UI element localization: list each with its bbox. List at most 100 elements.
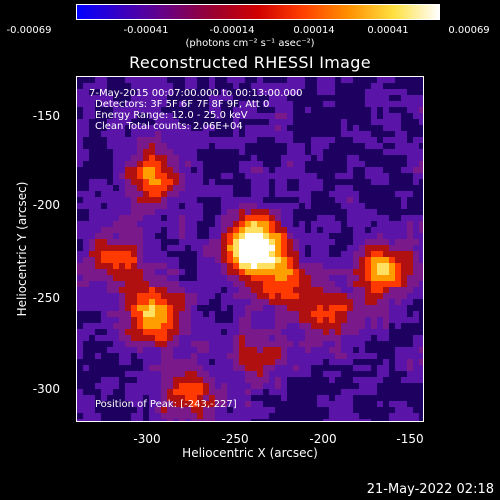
heatmap-cell: [377, 185, 384, 192]
heatmap-cell: [383, 83, 390, 90]
heatmap-cell: [125, 77, 132, 84]
heatmap-cell: [161, 293, 168, 300]
heatmap-cell: [323, 83, 330, 90]
heatmap-cell: [131, 137, 138, 144]
heatmap-cell: [371, 239, 378, 246]
heatmap-cell: [131, 239, 138, 246]
heatmap-cell: [413, 371, 420, 378]
heatmap-cell: [353, 149, 360, 156]
heatmap-cell: [305, 311, 312, 318]
heatmap-cell: [305, 233, 312, 240]
heatmap-cell: [401, 317, 408, 324]
heatmap-cell: [371, 269, 378, 276]
heatmap-cell: [239, 191, 246, 198]
heatmap-cell: [113, 389, 120, 396]
heatmap-cell: [83, 323, 90, 330]
heatmap-cell: [197, 245, 204, 252]
heatmap-cell: [233, 149, 240, 156]
heatmap-cell: [281, 197, 288, 204]
heatmap-cell: [311, 101, 318, 108]
heatmap-cell: [101, 197, 108, 204]
heatmap-cell: [365, 311, 372, 318]
heatmap-cell: [209, 275, 216, 282]
heatmap-cell: [359, 353, 366, 360]
heatmap-cell: [305, 167, 312, 174]
heatmap-cell: [329, 251, 336, 258]
x-tick: -200: [309, 432, 337, 446]
heatmap-cell: [119, 347, 126, 354]
heatmap-cell: [221, 299, 228, 306]
heatmap-cell: [101, 221, 108, 228]
heatmap-cell: [401, 221, 408, 228]
heatmap-cell: [419, 89, 423, 96]
heatmap-cell: [257, 275, 264, 282]
heatmap-cell: [335, 335, 342, 342]
heatmap-cell: [113, 311, 120, 318]
heatmap-cell: [77, 227, 84, 234]
heatmap-cell: [305, 347, 312, 354]
heatmap-cell: [413, 269, 420, 276]
heatmap-cell: [89, 107, 96, 114]
heatmap-cell: [419, 359, 423, 366]
heatmap-cell: [95, 221, 102, 228]
heatmap-cell: [83, 269, 90, 276]
heatmap-cell: [299, 101, 306, 108]
heatmap-cell: [137, 131, 144, 138]
heatmap-cell: [203, 341, 210, 348]
heatmap-cell: [359, 191, 366, 198]
heatmap-cell: [251, 341, 258, 348]
heatmap-cell: [275, 101, 282, 108]
heatmap-cell: [191, 383, 198, 390]
heatmap-cell: [239, 203, 246, 210]
heatmap-cell: [299, 179, 306, 186]
heatmap-cell: [227, 371, 234, 378]
heatmap-cell: [131, 371, 138, 378]
heatmap-cell: [125, 329, 132, 336]
heatmap-cell: [335, 413, 342, 420]
heatmap-cell: [203, 197, 210, 204]
heatmap-cell: [95, 311, 102, 318]
heatmap-cell: [353, 395, 360, 402]
heatmap-cell: [389, 251, 396, 258]
heatmap-cell: [107, 263, 114, 270]
heatmap-cell: [113, 203, 120, 210]
heatmap-cell: [317, 143, 324, 150]
heatmap-cell: [77, 185, 84, 192]
heatmap-cell: [353, 227, 360, 234]
heatmap-cell: [287, 119, 294, 126]
heatmap-cell: [137, 77, 144, 84]
heatmap-cell: [179, 179, 186, 186]
heatmap-cell: [167, 143, 174, 150]
heatmap-cell: [377, 131, 384, 138]
heatmap-cell: [167, 365, 174, 372]
heatmap-cell: [95, 131, 102, 138]
heatmap-cell: [323, 365, 330, 372]
heatmap-cell: [281, 149, 288, 156]
heatmap-cell: [161, 185, 168, 192]
heatmap-cell: [395, 395, 402, 402]
heatmap-cell: [113, 263, 120, 270]
heatmap-cell: [311, 227, 318, 234]
heatmap-cell: [125, 113, 132, 120]
heatmap-cell: [401, 281, 408, 288]
heatmap-cell: [161, 125, 168, 132]
heatmap-cell: [89, 125, 96, 132]
heatmap-cell: [347, 161, 354, 168]
heatmap-cell: [239, 371, 246, 378]
heatmap-cell: [275, 401, 282, 408]
heatmap-cell: [347, 215, 354, 222]
heatmap-cell: [203, 401, 210, 408]
heatmap-cell: [233, 167, 240, 174]
heatmap-cell: [107, 143, 114, 150]
heatmap-cell: [389, 371, 396, 378]
heatmap-cell: [185, 101, 192, 108]
heatmap-cell: [251, 389, 258, 396]
heatmap-cell: [227, 401, 234, 408]
heatmap-cell: [131, 209, 138, 216]
heatmap-cell: [179, 353, 186, 360]
heatmap-cell: [335, 137, 342, 144]
heatmap-cell: [353, 125, 360, 132]
heatmap-cell: [233, 371, 240, 378]
heatmap-cell: [227, 197, 234, 204]
heatmap-cell: [185, 371, 192, 378]
